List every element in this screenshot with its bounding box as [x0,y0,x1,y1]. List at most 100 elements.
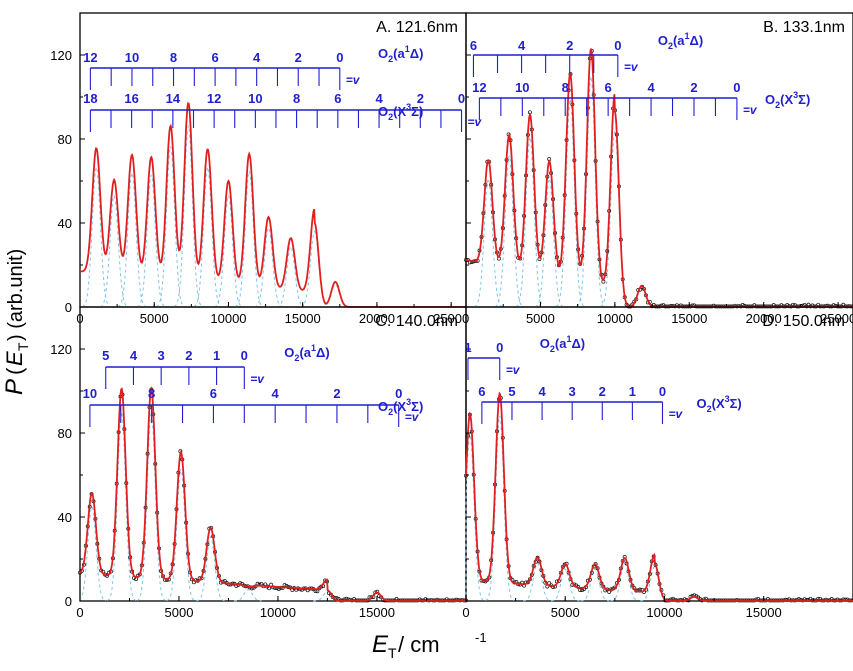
state-label-part: O [284,345,294,360]
component-peak [173,125,202,308]
ladder-tick-label: 8 [293,91,300,106]
component-peak [515,136,544,308]
state-label-part: 1 [311,343,316,353]
component-peak [494,155,524,308]
y-axis-label-unit: ) (arb.unit) [5,249,27,341]
state-label-part: Σ) [411,399,423,414]
ladder-tick-label: 1 [464,340,471,355]
ladder-tick-label: 10 [515,80,529,95]
ladder-tick-label: 2 [690,80,697,95]
ladder-tick-label: 3 [158,348,165,363]
x-tick-label: 10000 [646,605,682,620]
component-peak [193,166,223,308]
state-label-part: Δ) [316,345,330,360]
panel-frame [465,12,853,308]
state-label-part: (a [673,33,685,48]
component-peak [214,193,243,308]
y-tick-label: 80 [58,132,72,147]
x-tick-label: 5000 [165,605,194,620]
state-label-part: Σ) [798,92,810,107]
ladder-x3sigma: 6 5 4 3 2 1 0=vO2(X3Σ) [478,384,742,424]
state-label-part: 1 [566,334,571,344]
ladder-tick-label: 2 [185,348,192,363]
fit-line [465,391,853,602]
state-label-part: 2 [668,41,673,51]
component-peak [300,230,329,308]
x-tick-label: 15000 [359,605,395,620]
ladder-state-label: O2(X3Σ) [696,394,741,414]
ladder-tick-label: 12 [207,91,221,106]
ladder-state-label: O2(a1Δ) [378,44,423,64]
ladder-state-label: O2(X3Σ) [765,90,810,110]
y-tick-label: 120 [50,342,72,357]
component-peak [640,566,668,602]
state-label-part: 2 [550,344,555,354]
ladder-x3sigma: 10 8 6 4 2 0=vO2(X3Σ) [83,386,423,427]
panel-label: B. 133.1nm [763,19,845,36]
data-point [525,580,530,585]
component-peak [523,562,552,602]
ladder-tick-label: 0 [733,80,740,95]
ladder-tick-label: 0 [614,38,621,53]
x-tick-label: 20000 [746,311,782,326]
component-peak [580,568,610,602]
ladder-v-label: =v [468,115,483,129]
ladder-tick-label: 3 [569,384,576,399]
ladder-state-label: O2(a1Δ) [284,343,329,363]
y-axis-label-sub: T [15,342,31,351]
y-tick-label: 0 [65,300,72,315]
state-label-part: 2 [388,407,393,417]
ladder-tick-label: 10 [125,50,139,65]
ladder-tick-label: 4 [518,38,526,53]
state-label-part: 3 [406,397,411,407]
state-label-part: 3 [406,102,411,112]
x-tick-label: 20000 [359,311,395,326]
state-label-part: 3 [725,394,730,404]
x-tick-label: 15000 [746,605,782,620]
ladder-tick-label: 6 [211,50,218,65]
fit-line [79,386,466,602]
ladder-tick-label: 1 [629,384,636,399]
ladder-tick-label: 4 [375,91,383,106]
ladder-tick-label: 4 [130,348,138,363]
panel-frame [465,306,853,602]
x-axis-label-e: E [372,631,389,658]
x-tick-label: 25000 [820,311,853,326]
ladder-a1delta: 12 10 8 6 4 2 0=vO2(a1Δ) [83,44,423,90]
component-peak [473,178,503,308]
ladder-v-label: =v [506,363,521,377]
component-peak [107,411,137,602]
state-label-part: O [540,336,550,351]
panel-label: C. 140.0nm [375,313,458,330]
y-axis-label-p: P [1,379,28,395]
ladder-tick-label: 2 [333,386,340,401]
ladder-tick-label: 0 [458,91,465,106]
y-tick-label: 120 [50,48,72,63]
state-label-part: 2 [775,100,780,110]
state-label-part: O [658,33,668,48]
ladder-tick-label: 5 [102,348,109,363]
state-label-part: O [765,92,775,107]
state-label-part: (a [299,345,311,360]
x-tick-label: 5000 [526,311,555,326]
ladder-tick-label: 4 [647,80,655,95]
ladder-v-label: =v [668,407,683,421]
state-label-part: 2 [388,54,393,64]
ladder-tick-label: 4 [538,384,546,399]
ladder-tick-label: 10 [83,386,97,401]
ladder-tick-label: 4 [253,50,261,65]
component-peak [254,226,283,308]
state-label-part: O [378,46,388,61]
ladder-state-label: O2(a1Δ) [658,31,703,51]
state-label-part: 3 [793,90,798,100]
x-tick-label: 10000 [260,605,296,620]
x-axis-label-sup: -1 [475,630,487,645]
y-tick-label: 0 [65,594,72,609]
state-label-part: (X [393,104,406,119]
x-tick-label: 10000 [597,311,633,326]
component-peak [600,131,630,308]
state-label-part: O [378,104,388,119]
